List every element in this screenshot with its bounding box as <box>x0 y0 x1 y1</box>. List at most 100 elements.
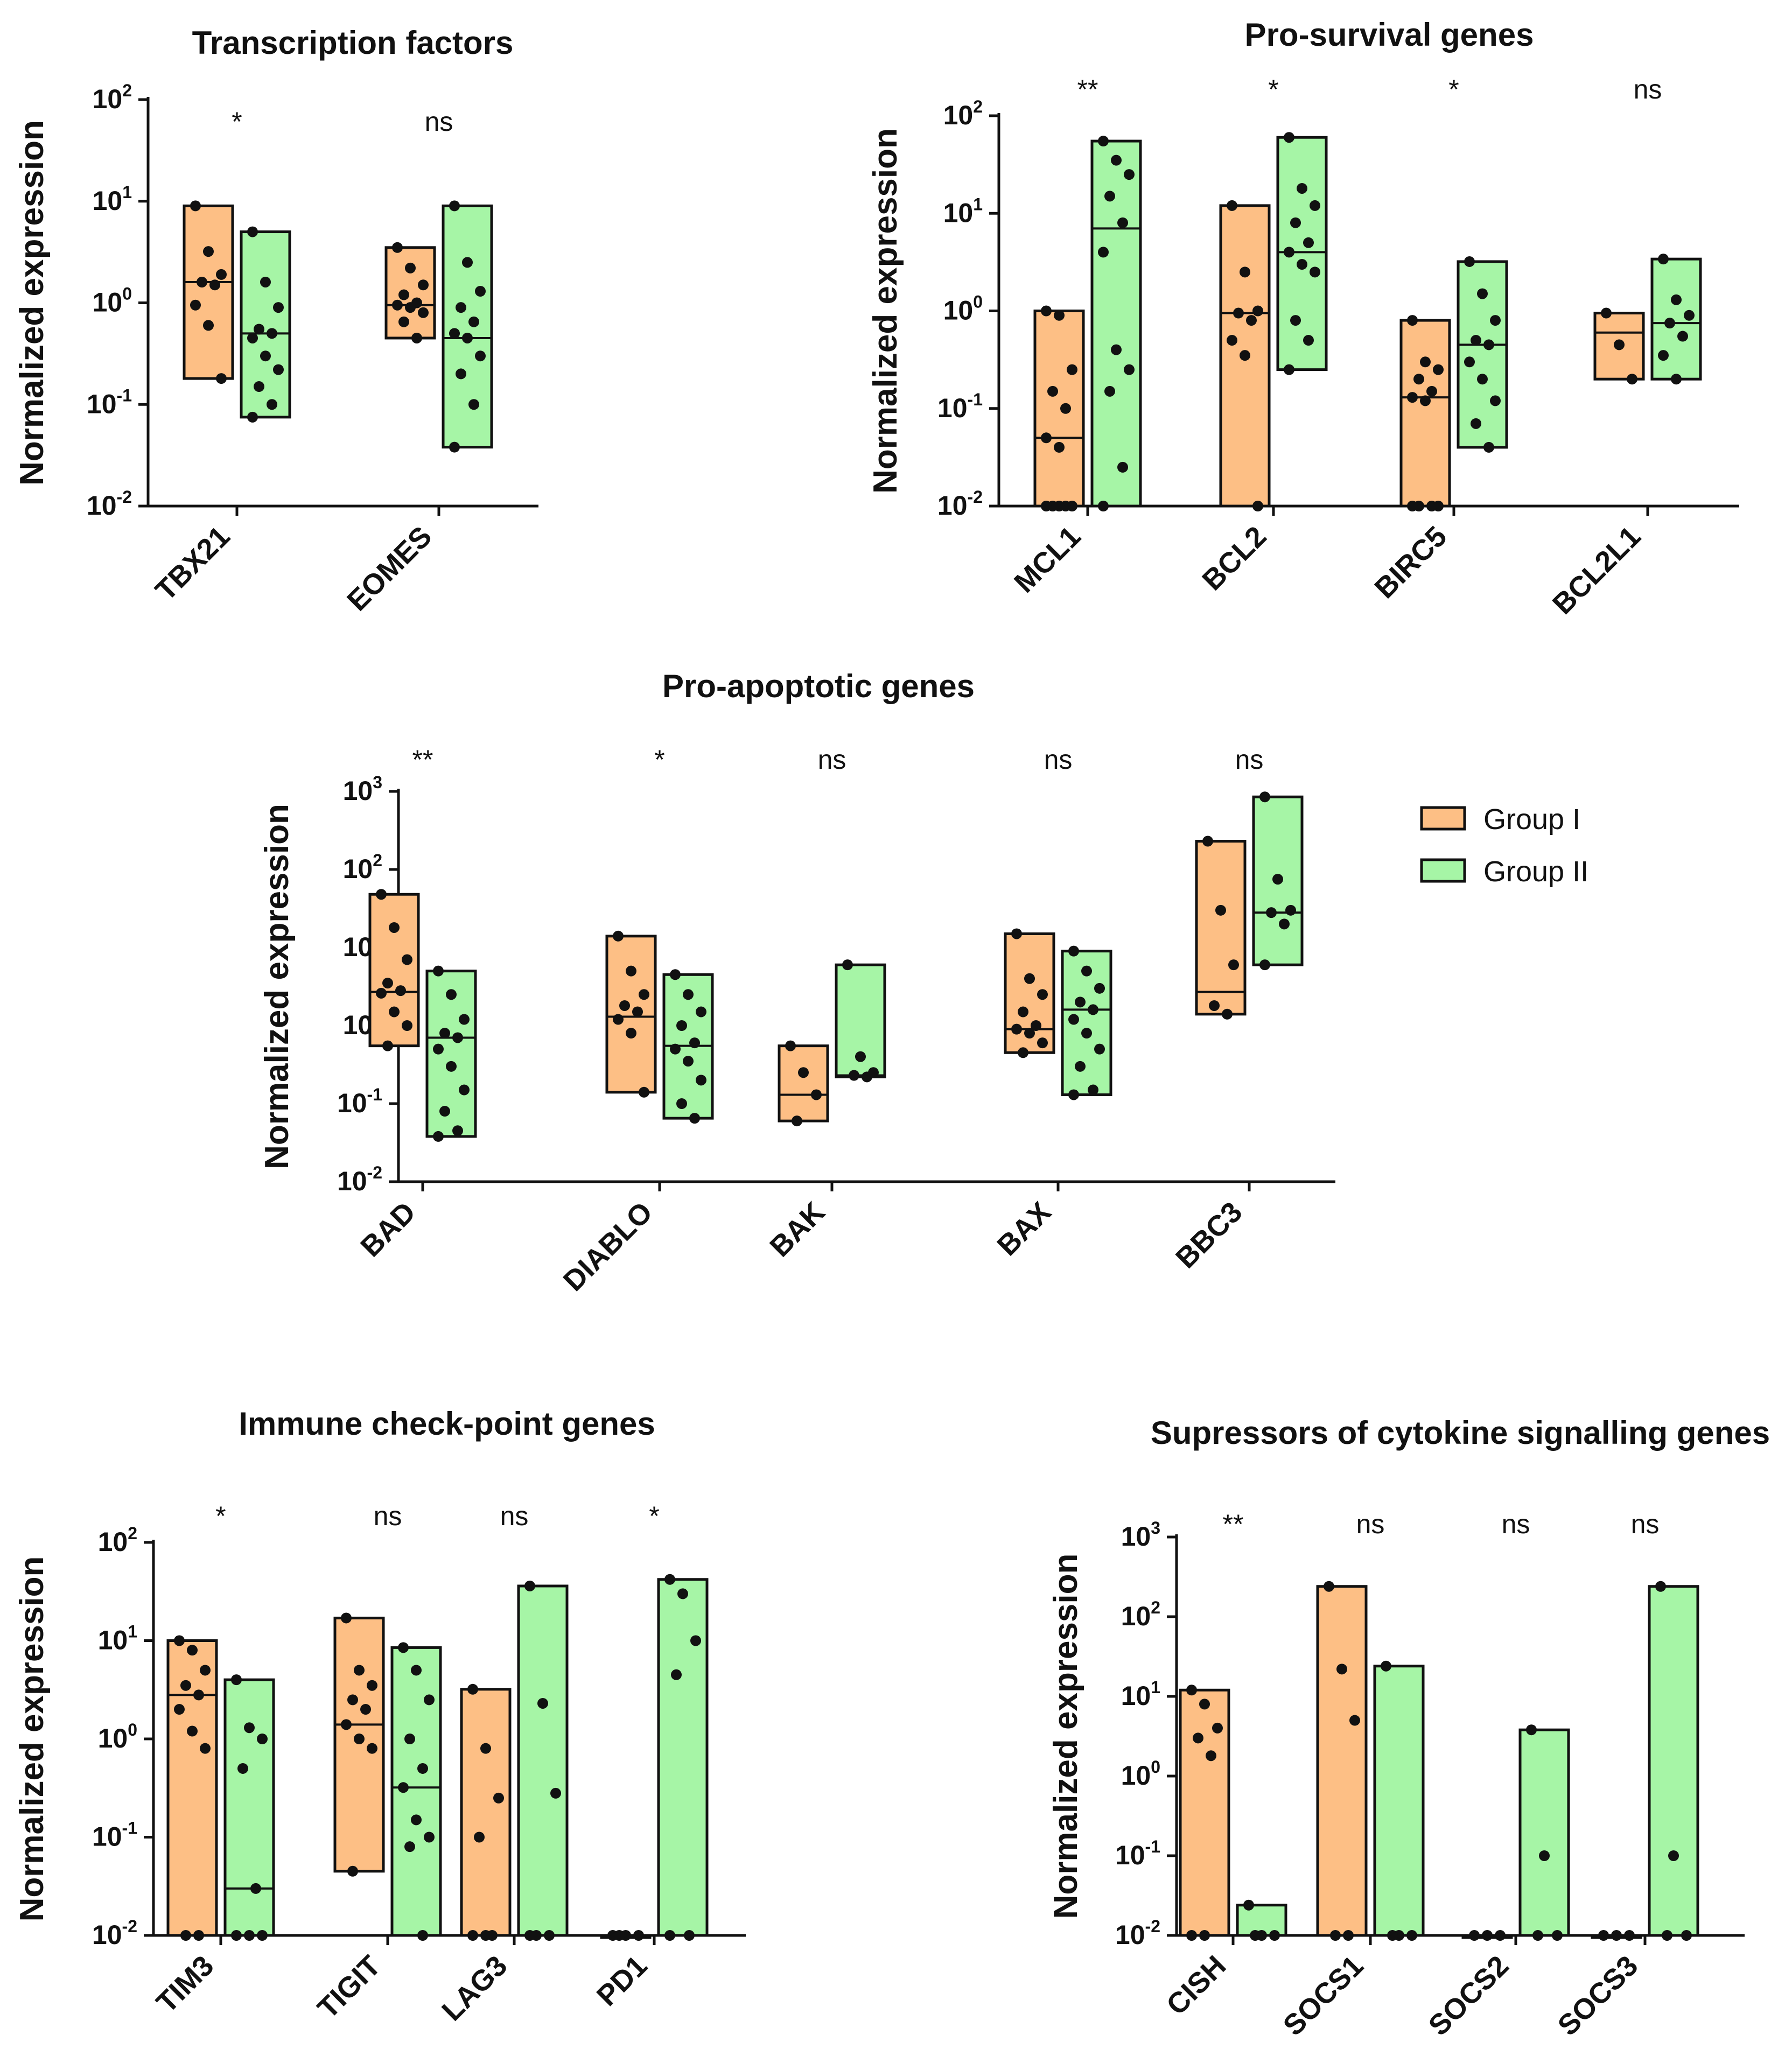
group2-data-point <box>398 1642 409 1653</box>
y-tick-label: 103 <box>1121 1518 1160 1552</box>
group2-data-point <box>449 200 460 212</box>
group2-data-point <box>1297 183 1307 194</box>
group2-data-point <box>1684 310 1695 321</box>
group1-data-point <box>398 289 409 300</box>
group1-data-point <box>1407 315 1418 326</box>
group1-data-point <box>1031 1020 1041 1031</box>
group2-data-point <box>254 324 264 335</box>
group2-data-point <box>424 1694 435 1706</box>
group2-data-point <box>1098 501 1109 511</box>
group1-data-point <box>193 1930 204 1941</box>
legend-swatch-group-2 <box>1420 858 1466 883</box>
y-tick-label: 102 <box>943 97 983 130</box>
group2-data-point <box>1243 1899 1254 1911</box>
group1-data-point <box>1186 1685 1197 1696</box>
group1-data-point <box>360 1704 371 1715</box>
group2-data-point <box>1303 335 1314 346</box>
group1-data-point <box>1407 392 1418 403</box>
group2-data-point <box>1406 1930 1417 1941</box>
group1-data-point <box>480 1930 491 1941</box>
group2-data-point <box>524 1580 535 1591</box>
group2-range-box <box>1648 1585 1699 1937</box>
group2-data-point <box>1381 1660 1391 1672</box>
group2-data-point <box>433 1043 444 1055</box>
group2-range-box <box>240 230 291 419</box>
group1-data-point <box>626 1028 636 1039</box>
significance-label: * <box>232 107 242 137</box>
y-tick-label: 102 <box>1121 1598 1160 1631</box>
group2-data-point <box>1681 1930 1692 1941</box>
group2-data-point <box>1068 1014 1079 1025</box>
group1-data-point <box>1037 989 1048 1000</box>
group2-data-point <box>1117 217 1128 228</box>
y-tick-label: 100 <box>93 284 132 318</box>
x-tick-label: TIM3 <box>150 1949 220 2019</box>
group1-data-point <box>1054 441 1065 453</box>
group1-data-point <box>411 332 422 343</box>
y-tick-label: 102 <box>98 1524 137 1557</box>
group2-data-point <box>456 368 466 380</box>
group1-data-point <box>1227 200 1237 211</box>
group2-data-point <box>1284 132 1294 143</box>
group2-data-point <box>446 989 457 1000</box>
group1-data-point <box>1222 1008 1233 1020</box>
group2-data-point <box>1111 155 1122 166</box>
group2-data-point <box>1387 1930 1398 1941</box>
group1-data-point <box>1186 1930 1197 1941</box>
group2-data-point <box>411 1814 422 1826</box>
group2-data-point <box>398 1782 409 1793</box>
significance-label: ns <box>1356 1509 1385 1539</box>
group1-data-point <box>203 320 214 331</box>
group2-range-box <box>1650 257 1702 381</box>
group1-data-point <box>1420 356 1431 368</box>
group2-data-point <box>273 364 284 375</box>
group2-data-point <box>247 226 258 237</box>
group2-data-point <box>1310 200 1320 211</box>
group1-data-point <box>187 1725 198 1737</box>
group1-data-point <box>1054 501 1065 511</box>
significance-label: * <box>215 1501 226 1531</box>
category-tim3: TIM3 * <box>150 1501 275 2019</box>
group2-data-point <box>1094 983 1105 994</box>
significance-label: ns <box>1631 1509 1660 1539</box>
group2-data-point <box>1124 364 1135 375</box>
group2-data-point <box>433 965 444 977</box>
group2-data-point <box>411 1665 422 1676</box>
x-tick-label: BCL2 <box>1196 520 1272 597</box>
group2-data-point <box>1483 339 1494 350</box>
group1-data-point <box>367 1743 377 1754</box>
x-tick-label: BAD <box>354 1196 422 1263</box>
category-bad: BAD ** <box>354 745 477 1263</box>
chart-title: Supressors of cytokine signalling genes <box>1151 1415 1770 1451</box>
group1-data-point <box>402 954 412 965</box>
group2-data-point <box>1477 374 1488 385</box>
significance-label: ** <box>1077 74 1098 104</box>
group2-data-point <box>244 1930 255 1941</box>
group2-data-point <box>462 257 473 268</box>
group2-data-point <box>1081 965 1092 977</box>
group1-range-box <box>166 1639 218 1937</box>
group2-data-point <box>696 1006 706 1018</box>
group1-range-box <box>183 204 234 380</box>
group1-data-point <box>392 242 403 253</box>
group2-data-point <box>677 1588 688 1599</box>
group2-data-point <box>247 332 258 343</box>
group1-data-point <box>1212 1722 1223 1734</box>
y-axis-label: Normalized expression <box>258 804 296 1169</box>
group1-data-point <box>347 1694 358 1706</box>
group2-data-point <box>1104 385 1115 397</box>
group2-data-point <box>1471 335 1481 346</box>
group2-data-point <box>404 1841 415 1852</box>
group1-data-point <box>632 1006 643 1018</box>
group1-data-point <box>1018 1047 1028 1058</box>
group1-data-point <box>1018 1006 1028 1018</box>
x-tick-label: EOMES <box>341 520 438 617</box>
group2-data-point <box>475 285 486 297</box>
group1-data-point <box>1060 403 1071 414</box>
group2-data-point <box>842 959 853 971</box>
y-tick-label: 101 <box>1121 1678 1160 1711</box>
category-pd1: PD1 * <box>591 1501 709 2012</box>
group2-data-point <box>1266 907 1277 918</box>
group2-data-point <box>456 302 466 313</box>
group2-data-point <box>452 1032 463 1043</box>
